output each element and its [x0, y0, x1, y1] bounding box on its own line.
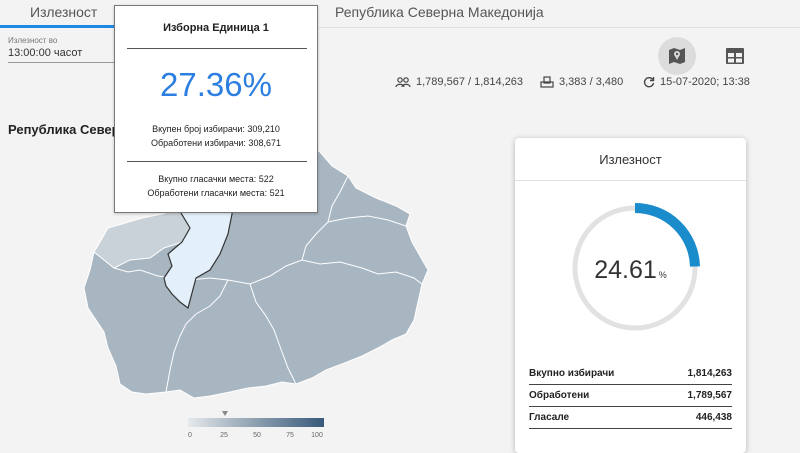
table-view-button[interactable]	[716, 37, 754, 75]
map-tooltip: Изборна Единица 1 27.36% Вкупен број изб…	[114, 5, 318, 213]
summary-label: Вкупно избирачи	[529, 368, 615, 379]
map-view-button[interactable]	[658, 37, 696, 75]
legend-tick: 50	[253, 432, 261, 439]
turnout-card: Излезност 24.61% Вкупно избирачи 1,814,2…	[515, 138, 746, 453]
active-tab-indicator	[0, 25, 115, 28]
stations-stat-value: 3,383 / 3,480	[559, 76, 624, 88]
legend-tick: 100	[311, 432, 323, 439]
refresh-icon	[643, 77, 655, 88]
time-select[interactable]: 13:00:00 часот	[8, 47, 83, 59]
legend-tick: 75	[286, 432, 294, 439]
tab-turnout[interactable]: Излезност	[30, 4, 98, 20]
turnout-value: 24.61%	[515, 256, 746, 285]
tooltip-divider	[127, 48, 307, 49]
tab-republic[interactable]: Република Северна Македонија	[335, 4, 544, 20]
table-icon	[726, 48, 744, 64]
voters-stat-value: 1,789,567 / 1,814,263	[416, 76, 524, 88]
tooltip-turnout: 27.36%	[160, 66, 272, 103]
card-title: Излезност	[599, 152, 662, 167]
card-divider	[515, 180, 746, 181]
turnout-number: 24.61	[594, 256, 657, 284]
time-select-underline	[8, 62, 118, 63]
legend-tick: 25	[220, 432, 228, 439]
tooltip-title: Изборна Единица 1	[163, 22, 269, 34]
voters-stat: 1,789,567 / 1,814,263	[395, 76, 523, 88]
summary-row: Вкупно избирачи 1,814,263	[529, 363, 732, 385]
update-time-value: 15-07-2020; 13:38	[660, 76, 750, 88]
tooltip-voters-processed: Обработени избирачи: 308,671	[151, 138, 281, 148]
summary-label: Обработени	[529, 390, 590, 401]
map-icon	[669, 48, 685, 64]
tooltip-divider	[127, 161, 307, 162]
color-legend	[188, 418, 324, 427]
summary-value: 1,789,567	[687, 390, 733, 401]
people-icon	[395, 76, 411, 87]
summary-row: Обработени 1,789,567	[529, 385, 732, 407]
summary-value: 1,814,263	[687, 368, 733, 379]
summary-table: Вкупно избирачи 1,814,263 Обработени 1,7…	[529, 363, 732, 429]
region-borders	[113, 175, 423, 393]
country-map	[83, 143, 429, 399]
update-time: 15-07-2020; 13:38	[643, 76, 750, 88]
donut-arc	[634, 203, 700, 267]
turnout-unit: %	[658, 270, 667, 280]
turnout-donut	[572, 203, 700, 331]
summary-value: 446,438	[695, 412, 732, 423]
tooltip-voters-total: Вкупен број избирачи: 309,210	[152, 124, 280, 134]
filter-label: Излезност во	[8, 36, 58, 45]
tooltip-stations-total: Вкупно гласачки места: 522	[158, 174, 274, 184]
stations-stat: 3,383 / 3,480	[540, 76, 623, 88]
summary-label: Гласале	[529, 412, 570, 423]
ballot-box-icon	[540, 76, 554, 88]
summary-row: Гласале 446,438	[529, 407, 732, 429]
legend-tick: 0	[188, 432, 192, 439]
legend-marker	[222, 411, 228, 416]
tooltip-stations-processed: Обработени гласачки места: 521	[147, 188, 285, 198]
